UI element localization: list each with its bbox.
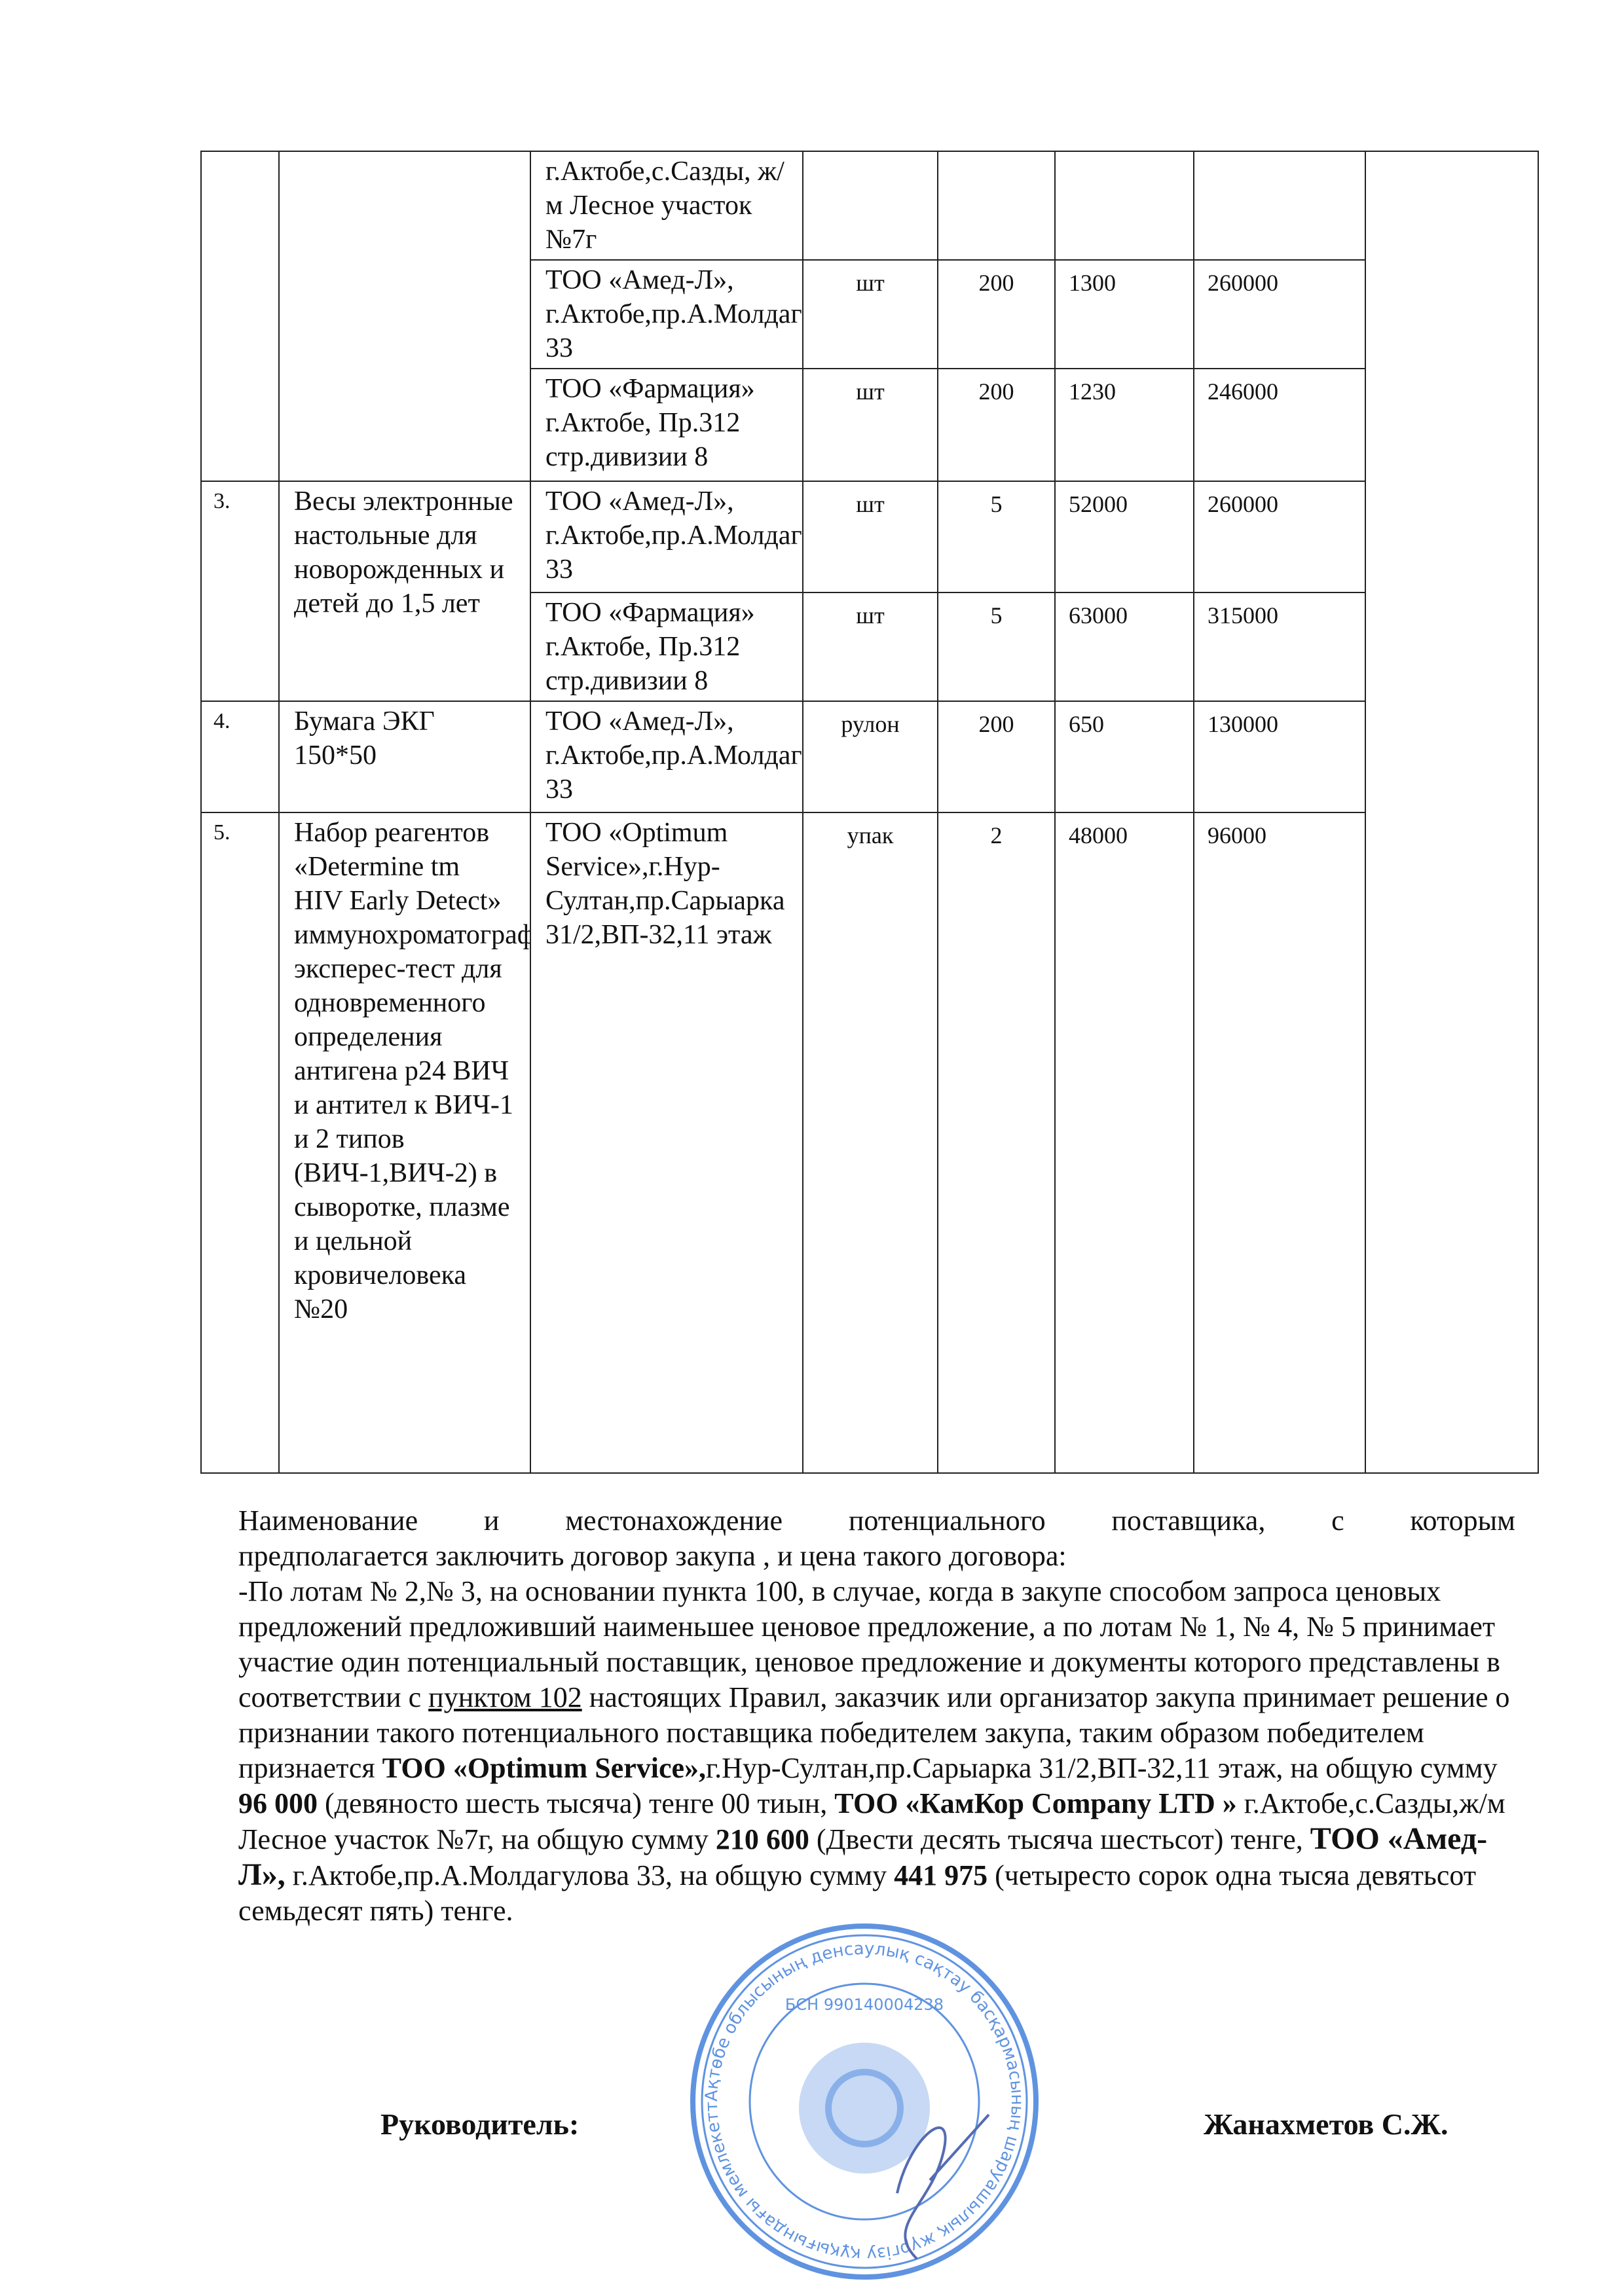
supplier: ТОО «Фармация» г.Актобе, Пр.312 стр.диви… — [530, 368, 803, 482]
supplier: г.Актобе,с.Сазды, ж/м Лесное участок №7г — [530, 151, 803, 261]
price: 63000 — [1054, 592, 1194, 702]
unit: шт — [802, 259, 938, 369]
unit: рулон — [802, 701, 938, 813]
sum: 246000 — [1193, 368, 1366, 482]
official-stamp: Ақтөбе облысының денсаулық сақтау басқар… — [681, 1918, 1039, 2280]
paragraph-heading-cont: предполагается заключить договор закупа … — [238, 1540, 1067, 1572]
decision-text: Наименование и местонахождение потенциал… — [238, 1503, 1515, 1929]
sum — [1193, 151, 1366, 261]
lot-number: 5. — [200, 812, 280, 1474]
body-text: настоящих Правил, заказчик или организат… — [238, 1681, 1510, 1784]
sum: 315000 — [1193, 592, 1366, 702]
item-name: Набор реагентов «Determine tm HIV Early … — [278, 812, 531, 1474]
winner-1-sum: 96 000 — [238, 1787, 318, 1819]
lot-number: 4. — [200, 701, 280, 813]
price: 650 — [1054, 701, 1194, 813]
rule-link[interactable]: пунктом 102 — [428, 1681, 582, 1713]
sum: 96000 — [1193, 812, 1366, 1474]
table-row: ТОО «Фармация» г.Актобе, Пр.312 стр.диви… — [201, 368, 1538, 482]
paragraph-heading: Наименование и местонахождение потенциал… — [238, 1504, 1515, 1537]
winner-1-words: (девяносто шесть тысяча) тенге 00 тиын, — [318, 1787, 835, 1819]
winner-3-words: (четыресто сорок одна тысяа девятьсот се… — [238, 1859, 1477, 1927]
winner-3-address: г.Актобе,пр.А.Молдагулова 33, на общую с… — [285, 1859, 895, 1891]
supplier: ТОО «Амед-Л», г.Актобе,пр.А.Молдагулова … — [530, 481, 803, 593]
price: 1230 — [1054, 368, 1194, 482]
winner-3-sum: 441 975 — [894, 1859, 988, 1891]
winner-3-name: ТОО «Амед-Л», — [238, 1821, 1488, 1892]
item-name: Бумага ЭКГ 150*50 — [278, 701, 531, 813]
lot-number: 3. — [200, 481, 280, 702]
quantity — [937, 151, 1056, 261]
table-row: ТОО «Фармация» г.Актобе, Пр.312 стр.диви… — [201, 592, 1538, 702]
unit: шт — [802, 592, 938, 702]
signatory-name: Жанахметов С.Ж. — [1204, 2107, 1449, 2141]
sum: 260000 — [1193, 259, 1366, 369]
winner-1-address: г.Нур-Султан,пр.Сарыарка 31/2,ВП-32,11 э… — [706, 1752, 1498, 1784]
price: 48000 — [1054, 812, 1194, 1474]
paragraph-body: -По лотам № 2,№ 3, на основании пункта 1… — [238, 1574, 1515, 1929]
supplier: ТОО «Амед-Л», г.Актобе,пр.А.Молдагулова … — [530, 259, 803, 369]
price: 52000 — [1054, 481, 1194, 593]
unit: упак — [802, 812, 938, 1474]
procurement-table: г.Актобе,с.Сазды, ж/м Лесное участок №7г… — [200, 151, 1539, 1474]
winner-2-words: (Двести десять тысяча шестьсот) тенге, — [809, 1823, 1310, 1855]
supplier: ТОО «Амед-Л», г.Актобе,пр.А.Молдагулова … — [530, 701, 803, 813]
item-name — [278, 151, 531, 482]
table-row: 4. Бумага ЭКГ 150*50 ТОО «Амед-Л», г.Акт… — [200, 701, 1538, 813]
quantity: 5 — [937, 592, 1056, 702]
table-row: 3. Весы электронные настольные для новор… — [200, 481, 1538, 702]
winner-1-name: ТОО «Optimum Service», — [382, 1752, 707, 1784]
quantity: 200 — [937, 259, 1056, 369]
unit — [802, 151, 938, 261]
svg-text:БСН 990140004238: БСН 990140004238 — [785, 1995, 944, 2014]
price: 1300 — [1054, 259, 1194, 369]
lot-number — [200, 151, 280, 482]
winner-2-name: ТОО «КамКор Company LTD » — [834, 1787, 1237, 1819]
quantity: 200 — [937, 701, 1056, 813]
quantity: 2 — [937, 812, 1056, 1474]
item-name: Весы электронные настольные для новорожд… — [278, 481, 531, 702]
empty-column — [1365, 151, 1539, 1474]
unit: шт — [802, 481, 938, 593]
table-row: ТОО «Амед-Л», г.Актобе,пр.А.Молдагулова … — [201, 259, 1538, 369]
quantity: 200 — [937, 368, 1056, 482]
quantity: 5 — [937, 481, 1056, 593]
supplier: ТОО «Фармация» г.Актобе, Пр.312 стр.диви… — [530, 592, 803, 702]
price — [1054, 151, 1194, 261]
signature-label: Руководитель: — [380, 2107, 580, 2141]
winner-2-sum: 210 600 — [715, 1823, 809, 1855]
winner-2-address: г.Актобе,с.Сазды,ж/м Лесное участок №7г,… — [238, 1787, 1505, 1855]
table-row: г.Актобе,с.Сазды, ж/м Лесное участок №7г — [200, 151, 1539, 1474]
table-row: 5. Набор реагентов «Determine tm HIV Ear… — [200, 812, 1538, 1474]
supplier: ТОО «Optimum Service»,г.Нур-Султан,пр.Са… — [530, 812, 803, 1474]
sum: 130000 — [1193, 701, 1366, 813]
unit: шт — [802, 368, 938, 482]
sum: 260000 — [1193, 481, 1366, 593]
body-text: -По лотам № 2,№ 3, на основании пункта 1… — [238, 1575, 1500, 1713]
